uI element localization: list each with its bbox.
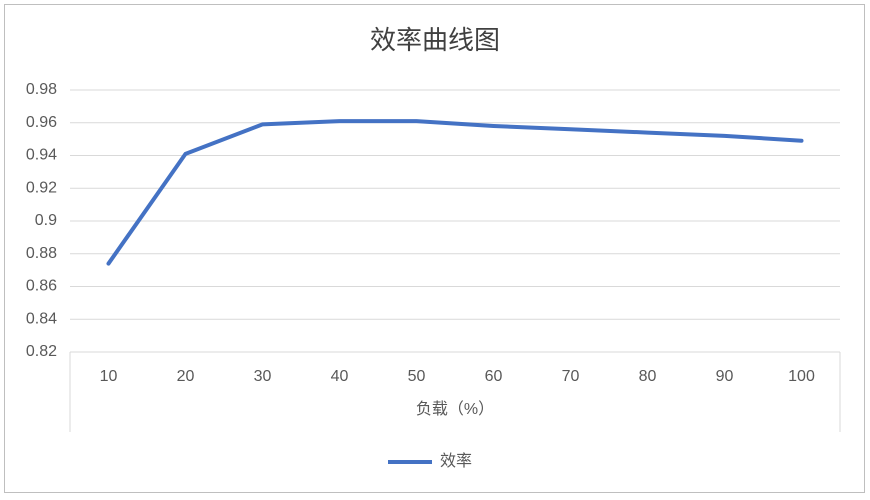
chart-title: 效率曲线图 — [370, 25, 500, 55]
x-tick-label: 100 — [788, 368, 815, 385]
y-tick-label: 0.9 — [35, 212, 57, 229]
x-tick-label: 60 — [485, 368, 503, 385]
x-tick-label: 80 — [639, 368, 657, 385]
data-line — [106, 119, 804, 266]
y-tick-label: 0.86 — [26, 278, 57, 295]
x-tick-label: 70 — [562, 368, 580, 385]
x-tick-label: 20 — [177, 368, 195, 385]
y-tick-label: 0.84 — [26, 310, 57, 327]
x-tick-label: 30 — [254, 368, 272, 385]
y-tick-label: 0.94 — [26, 147, 57, 164]
x-tick-label: 50 — [408, 368, 426, 385]
y-tick-label: 0.96 — [26, 114, 57, 131]
x-axis-title: 负载（%） — [416, 400, 494, 418]
chart-border — [4, 4, 865, 493]
legend-label: 效率 — [440, 452, 472, 470]
x-tick-label: 90 — [716, 368, 734, 385]
y-tick-label: 0.98 — [26, 81, 57, 98]
y-tick-label: 0.92 — [26, 179, 57, 196]
y-tick-label: 0.82 — [26, 343, 57, 360]
x-tick-label: 10 — [100, 368, 118, 385]
x-tick-label: 40 — [331, 368, 349, 385]
y-tick-label: 0.88 — [26, 245, 57, 262]
